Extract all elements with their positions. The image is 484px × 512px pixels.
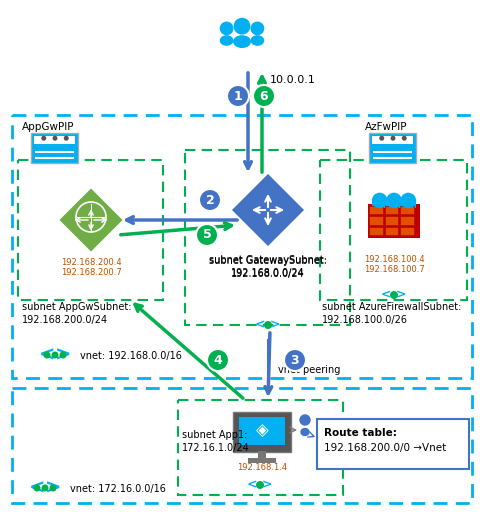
Circle shape xyxy=(60,352,66,358)
Circle shape xyxy=(284,349,305,371)
Polygon shape xyxy=(229,172,305,248)
Text: 1: 1 xyxy=(233,90,242,102)
Ellipse shape xyxy=(301,429,308,436)
Text: Route table:: Route table: xyxy=(323,428,396,438)
Circle shape xyxy=(49,484,56,492)
Text: 192.168.200.7: 192.168.200.7 xyxy=(60,268,121,277)
Bar xyxy=(368,206,382,214)
Circle shape xyxy=(390,136,394,141)
Bar xyxy=(368,216,382,224)
Text: <: < xyxy=(39,346,55,365)
Circle shape xyxy=(256,481,263,489)
Text: >: > xyxy=(45,479,61,498)
Text: AzFwPIP: AzFwPIP xyxy=(364,122,407,132)
Circle shape xyxy=(33,484,41,492)
Circle shape xyxy=(251,22,263,35)
Bar xyxy=(247,458,275,463)
Text: AppGwPIP: AppGwPIP xyxy=(22,122,75,132)
Circle shape xyxy=(227,85,248,107)
Text: 4: 4 xyxy=(213,353,222,367)
Circle shape xyxy=(42,484,48,492)
Bar xyxy=(399,226,413,235)
Bar xyxy=(34,136,76,144)
Bar xyxy=(367,204,419,238)
Text: <: < xyxy=(29,479,45,498)
Circle shape xyxy=(378,136,383,141)
Circle shape xyxy=(389,291,397,299)
FancyBboxPatch shape xyxy=(317,419,468,469)
Text: vnet: 192.168.0.0/16: vnet: 192.168.0.0/16 xyxy=(80,351,182,361)
FancyBboxPatch shape xyxy=(31,133,78,163)
Circle shape xyxy=(220,22,232,35)
Text: ◈: ◈ xyxy=(255,422,268,440)
Bar xyxy=(12,388,471,503)
Bar xyxy=(384,216,397,224)
Text: 192.168.1.4: 192.168.1.4 xyxy=(237,463,287,472)
Text: 2: 2 xyxy=(205,194,214,206)
Circle shape xyxy=(51,352,59,358)
Text: 5: 5 xyxy=(202,228,211,242)
Circle shape xyxy=(400,193,415,208)
Text: >: > xyxy=(55,346,71,365)
Text: 3: 3 xyxy=(290,353,299,367)
Bar xyxy=(368,226,382,235)
Text: subnet GatewaySubnet:
192.168.0.0/24: subnet GatewaySubnet: 192.168.0.0/24 xyxy=(209,255,326,278)
Bar xyxy=(319,160,466,300)
Text: vnet peering: vnet peering xyxy=(277,365,340,375)
Circle shape xyxy=(207,349,228,371)
Text: subnet AppGwSubnet:
192.168.200.0/24: subnet AppGwSubnet: 192.168.200.0/24 xyxy=(22,302,131,325)
Bar xyxy=(12,115,471,378)
Circle shape xyxy=(52,136,58,141)
Text: < >: < > xyxy=(255,318,280,331)
Circle shape xyxy=(234,18,249,34)
Bar xyxy=(178,400,342,495)
Circle shape xyxy=(44,352,50,358)
Bar xyxy=(184,150,349,325)
Bar xyxy=(399,216,413,224)
Circle shape xyxy=(41,136,46,141)
Text: 192.168.200.0/0 →Vnet: 192.168.200.0/0 →Vnet xyxy=(323,443,445,453)
Bar xyxy=(18,160,163,300)
Text: 6: 6 xyxy=(259,90,268,102)
Circle shape xyxy=(300,415,309,425)
Circle shape xyxy=(385,193,401,208)
Text: 10.0.0.1: 10.0.0.1 xyxy=(270,75,315,85)
Text: 192.168.100.7: 192.168.100.7 xyxy=(363,265,424,274)
Text: 192.168.100.4: 192.168.100.4 xyxy=(363,255,424,264)
Bar xyxy=(399,206,413,214)
Ellipse shape xyxy=(220,36,232,45)
Text: subnet GatewaySubnet:
192.168.0.0/24: subnet GatewaySubnet: 192.168.0.0/24 xyxy=(209,256,326,279)
Circle shape xyxy=(401,136,406,141)
FancyBboxPatch shape xyxy=(232,412,290,452)
Bar xyxy=(372,136,413,144)
FancyBboxPatch shape xyxy=(369,133,416,163)
Ellipse shape xyxy=(233,36,250,47)
Bar xyxy=(257,451,265,459)
Circle shape xyxy=(198,189,221,211)
Text: subnet App1:
172.16.1.0/24: subnet App1: 172.16.1.0/24 xyxy=(182,430,249,453)
Bar xyxy=(371,201,415,208)
Text: < >: < > xyxy=(380,288,406,302)
Circle shape xyxy=(263,321,272,329)
Text: vnet: 172.16.0.0/16: vnet: 172.16.0.0/16 xyxy=(70,484,166,494)
Polygon shape xyxy=(58,187,124,253)
Ellipse shape xyxy=(251,36,263,45)
Text: 192.168.200.4: 192.168.200.4 xyxy=(60,258,121,267)
Circle shape xyxy=(371,193,387,208)
Bar xyxy=(384,226,397,235)
Circle shape xyxy=(63,136,69,141)
Text: subnet AzureFirewallSubnet:
192.168.100.0/26: subnet AzureFirewallSubnet: 192.168.100.… xyxy=(321,302,460,325)
Circle shape xyxy=(196,224,217,246)
Bar xyxy=(384,206,397,214)
Circle shape xyxy=(253,85,274,107)
Text: < >: < > xyxy=(247,479,272,492)
Bar xyxy=(239,417,285,445)
